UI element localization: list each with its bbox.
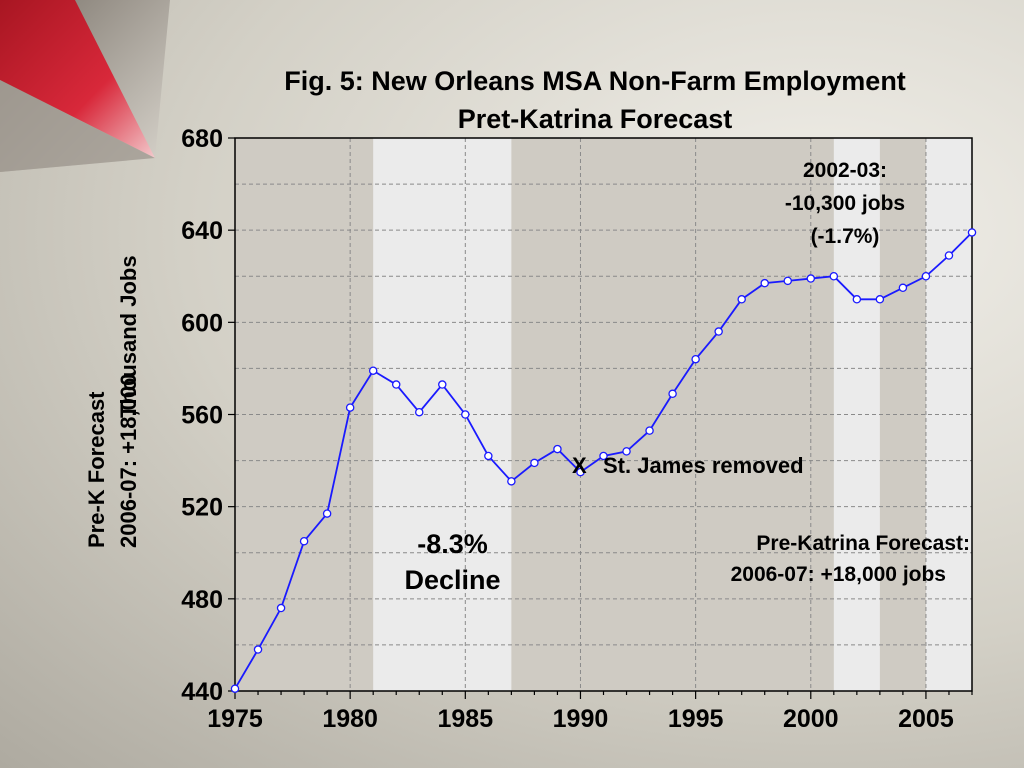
y-tick-label-440: 440	[181, 678, 223, 706]
y-tick-label-560: 560	[181, 402, 223, 430]
annotation-2002-03-line3: (-1.7%)	[810, 225, 880, 248]
annotation-2002-03: 2002-03: -10,300 jobs (-1.7%)	[765, 154, 925, 253]
annotation-2002-03-line1: 2002-03:	[802, 159, 888, 182]
annotation-forecast-line1: Pre-Katrina Forecast:	[756, 532, 970, 555]
data-point-1996	[714, 327, 723, 336]
chart-title-line1: Fig. 5: New Orleans MSA Non-Farm Employm…	[284, 66, 906, 96]
x-tick-label-1975: 1975	[207, 705, 263, 733]
corner-red-shape	[0, 0, 155, 158]
data-point-1994	[668, 389, 677, 399]
data-point-1990	[576, 467, 585, 477]
data-point-2006	[944, 251, 954, 260]
data-point-2000	[806, 274, 816, 283]
annotation-2002-03-line2: -10,300 jobs	[784, 192, 906, 215]
annotation-decline: -8.3% Decline	[385, 526, 520, 598]
data-point-1985	[461, 410, 470, 419]
data-point-1995	[691, 354, 700, 364]
x-tick-label-1985: 1985	[438, 705, 494, 733]
data-point-1978	[299, 536, 309, 546]
y-tick-label-600: 600	[181, 309, 223, 337]
annotation-forecast-line2: 2006-07: +18,000 jobs	[730, 563, 946, 586]
data-point-1991	[599, 451, 608, 461]
data-point-1977	[276, 603, 286, 613]
annotation-forecast: Pre-Katrina Forecast: 2006-07: +18,000 j…	[686, 528, 970, 590]
annotation-decline-line1: -8.3%	[417, 529, 488, 559]
y-tick-label-680: 680	[181, 125, 223, 153]
data-point-2001	[829, 271, 839, 281]
x-tick-label-1995: 1995	[668, 705, 724, 733]
data-point-1999	[783, 276, 793, 286]
x-tick-label-1980: 1980	[322, 705, 378, 733]
data-point-1986	[484, 451, 493, 461]
data-point-1984	[438, 380, 447, 389]
data-point-2007	[967, 228, 977, 237]
data-point-2002	[852, 295, 862, 304]
data-point-1993	[645, 426, 654, 435]
x-tick-label-2005: 2005	[898, 705, 954, 733]
data-point-2005	[921, 271, 931, 281]
data-point-1989	[553, 444, 562, 454]
data-point-1998	[760, 278, 769, 288]
data-point-2004	[898, 283, 908, 293]
st-james-marker: X	[572, 453, 587, 478]
data-point-1992	[622, 447, 631, 456]
data-point-1983	[414, 407, 424, 417]
data-point-1981	[368, 366, 378, 375]
corner-shadow	[0, 80, 155, 172]
y-tick-label-640: 640	[181, 217, 223, 245]
annotation-decline-line2: Decline	[404, 565, 501, 595]
y-axis-label-line1: Pre-K Forecast	[84, 391, 109, 548]
data-point-1982	[391, 380, 401, 389]
y-axis-label-line3: Thousand Jobs	[116, 255, 141, 418]
data-point-1975	[230, 684, 240, 693]
data-point-1976	[253, 645, 263, 654]
data-point-1997	[737, 295, 746, 304]
data-point-1987	[507, 477, 516, 486]
data-point-2003	[875, 295, 885, 304]
x-tick-label-1990: 1990	[553, 705, 609, 733]
data-point-1980	[345, 403, 355, 412]
chart-title-line2: Pret-Katrina Forecast	[457, 104, 733, 134]
data-point-1979	[322, 509, 332, 518]
y-tick-label-480: 480	[181, 586, 223, 614]
y-tick-label-520: 520	[181, 494, 223, 522]
x-tick-label-2000: 2000	[783, 705, 839, 733]
st-james-annotation: St. James removed	[603, 453, 804, 478]
data-point-1988	[530, 458, 539, 468]
